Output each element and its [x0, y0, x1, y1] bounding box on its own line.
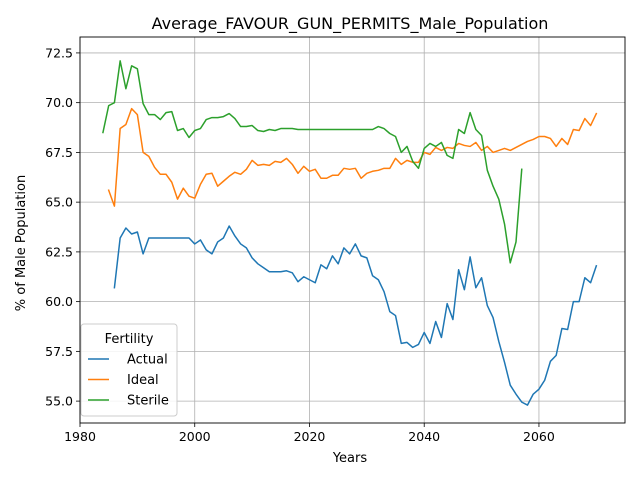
x-tick-label: 2040 — [408, 429, 440, 444]
y-tick-label: 67.5 — [45, 145, 73, 160]
y-tick-label: 57.5 — [45, 344, 73, 359]
legend-title: Fertility — [105, 332, 154, 347]
x-tick-label: 2060 — [523, 429, 555, 444]
axis-ticks: 1980 2000 2020 2040 2060 55.0 57.5 60.0 62.5 65.0… — [45, 45, 555, 444]
y-tick-label: 72.5 — [45, 45, 73, 60]
legend-label-actual: Actual — [127, 353, 168, 368]
legend-entries: Actual Ideal Sterile — [88, 353, 169, 409]
legend: Fertility Actual Ideal Sterile — [80, 323, 178, 417]
y-tick-label: 60.0 — [45, 294, 73, 309]
y-axis-title: % of Male Population — [14, 175, 29, 311]
series-lines — [102, 60, 598, 406]
chart-title: Average_FAVOUR_GUN_PERMITS_Male_Populati… — [152, 14, 549, 34]
x-tick-label: 2020 — [294, 429, 326, 444]
y-tick-label: 55.0 — [45, 394, 73, 409]
y-tick-label: 62.5 — [45, 244, 73, 259]
legend-box — [80, 323, 178, 417]
series-line-actual — [113, 225, 598, 406]
series-line-sterile — [102, 60, 523, 264]
grid — [79, 37, 625, 423]
plot-frame — [79, 36, 626, 424]
series-line-ideal — [107, 107, 598, 207]
legend-label-sterile: Sterile — [127, 394, 169, 409]
legend-label-ideal: Ideal — [127, 373, 159, 388]
x-tick-label: 1980 — [64, 429, 96, 444]
x-tick-label: 2000 — [179, 429, 211, 444]
y-tick-label: 65.0 — [45, 195, 73, 210]
y-tick-label: 70.0 — [45, 95, 73, 110]
x-axis-title: Years — [332, 451, 368, 466]
